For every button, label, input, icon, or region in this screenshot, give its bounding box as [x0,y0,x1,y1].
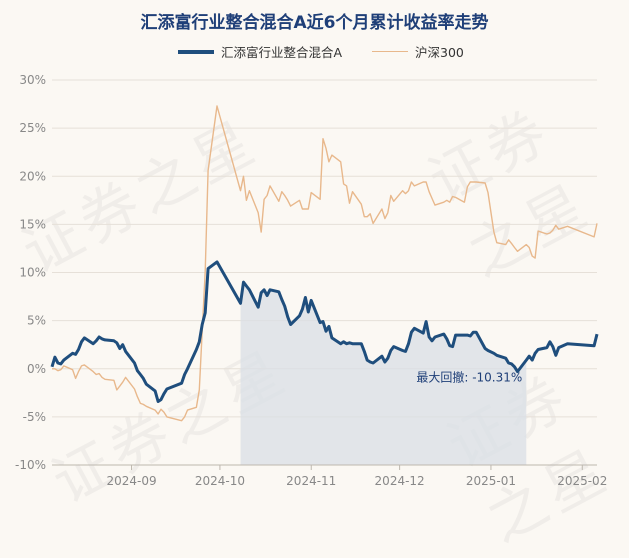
legend-label-index: 沪深300 [415,45,464,60]
legend: 汇添富行业整合混合A 沪深300 [0,42,629,62]
series-line-fund [50,260,599,403]
x-tick-label: 2025-02 [557,474,607,488]
x-tick-label: 2024-11 [286,474,336,488]
drawdown-label: 最大回撤: -10.31% [416,369,522,384]
y-tick-label: 10% [19,266,46,280]
x-tick-label: 2025-01 [466,474,516,488]
y-tick-label: 15% [19,217,46,231]
series-line-index [52,105,598,422]
x-tick-label: 2024-12 [375,474,425,488]
x-tick-label: 2024-10 [195,474,245,488]
y-tick-label: -10% [15,458,46,472]
y-tick-label: 0% [27,362,46,376]
y-tick-label: -5% [23,410,46,424]
legend-item-fund[interactable]: 汇添富行业整合混合A [178,42,342,61]
legend-swatch-fund [178,49,214,54]
chart-title: 汇添富行业整合混合A近6个月累计收益率走势 [140,13,489,33]
y-tick-label: 5% [27,314,46,328]
legend-label-fund: 汇添富行业整合混合A [221,45,343,60]
y-tick-label: 20% [19,169,46,183]
y-tick-label: 25% [19,121,46,135]
chart-svg: 30% 25% 20% 15% 10% 5% 0% -5% -10% 2024-09 2024-10… [15,73,607,488]
legend-swatch-index [372,50,408,53]
legend-item-index[interactable]: 沪深300 [372,42,464,61]
x-tick-label: 2024-09 [106,474,156,488]
drawdown-area [240,282,527,465]
y-tick-label: 30% [19,73,46,87]
